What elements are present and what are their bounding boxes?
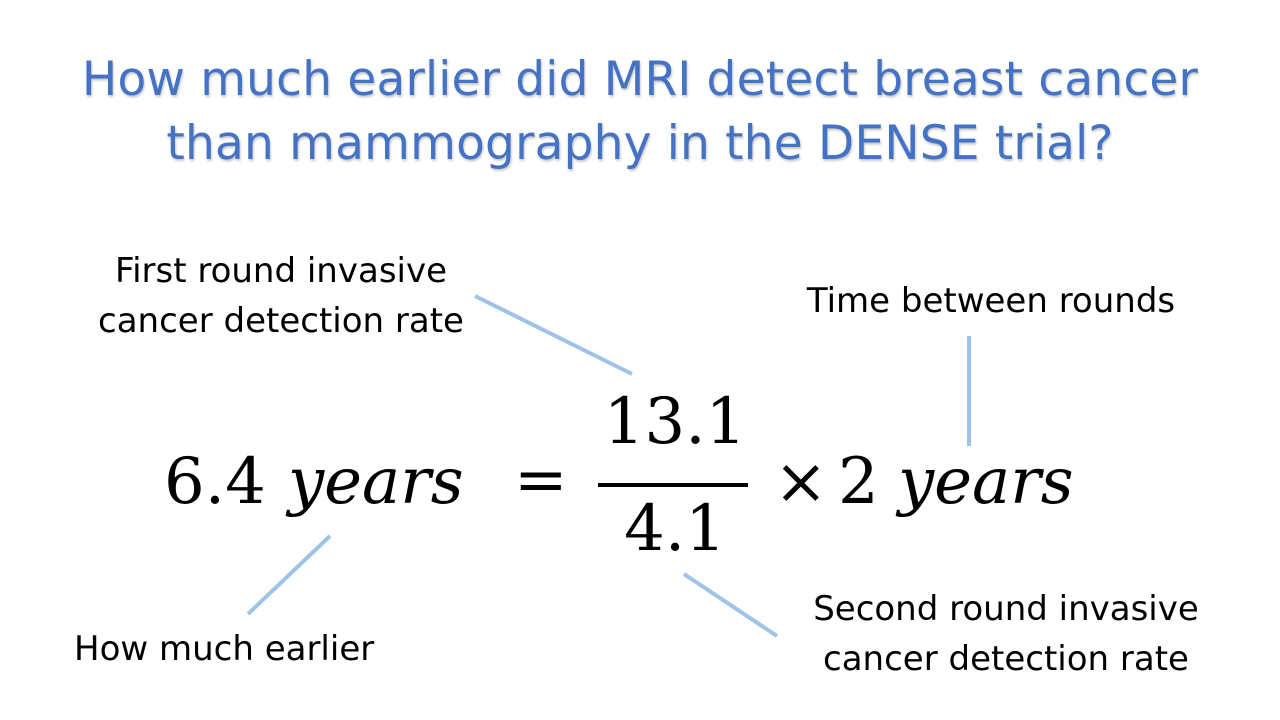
slide-title-line-1: How much earlier did MRI detect breast c… bbox=[81, 52, 1199, 107]
equation-denominator: 4.1 bbox=[624, 492, 726, 566]
slide-title: How much earlier did MRI detect breast c… bbox=[0, 48, 1280, 176]
fraction-bar bbox=[598, 483, 748, 487]
leader-line-second-round bbox=[682, 572, 779, 638]
second-round-rate-label: Second round invasive cancer detection r… bbox=[786, 584, 1226, 684]
second-round-rate-label-line-1: Second round invasive bbox=[813, 589, 1199, 629]
equation-interval-value: 2 bbox=[838, 445, 879, 519]
equation-result-value: 6.4 bbox=[164, 445, 266, 519]
leader-line-first-round bbox=[474, 294, 633, 376]
slide-title-line-2: than mammography in the DENSE trial? bbox=[166, 116, 1114, 171]
how-much-earlier-label: How much earlier bbox=[74, 629, 375, 669]
first-round-rate-label-line-1: First round invasive bbox=[114, 251, 448, 291]
first-round-rate-label: First round invasive cancer detection ra… bbox=[66, 246, 496, 346]
equation-interval-unit: years bbox=[898, 445, 1074, 519]
first-round-rate-label-line-2: cancer detection rate bbox=[98, 301, 464, 341]
equation-result-unit: years bbox=[288, 445, 464, 519]
equation-numerator: 13.1 bbox=[603, 385, 747, 459]
equation-equals-sign: = bbox=[514, 443, 568, 517]
equation-times-sign: × bbox=[774, 445, 828, 519]
second-round-rate-label-line-2: cancer detection rate bbox=[823, 639, 1189, 679]
time-between-rounds-label: Time between rounds bbox=[806, 281, 1176, 321]
leader-line-how-much-earlier bbox=[246, 534, 332, 616]
